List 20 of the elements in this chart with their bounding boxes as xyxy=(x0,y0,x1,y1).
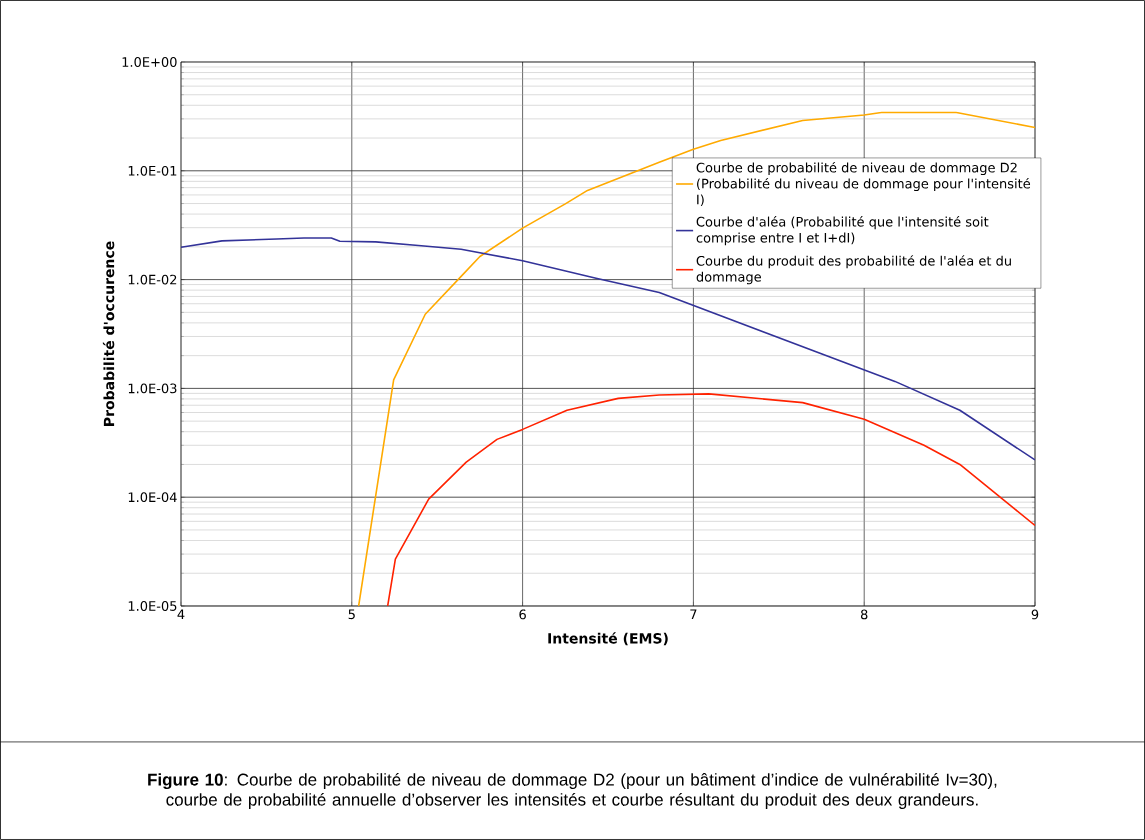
line-series xyxy=(386,393,1035,606)
x-tick-label: 5 xyxy=(348,609,355,620)
x-tick-label: 4 xyxy=(177,609,185,619)
y-tick-label: 1.0E-02 xyxy=(128,274,177,285)
legend-label: Courbe d'aléa (Probabilité que l'intensité soit comprise entre I et I+dI) xyxy=(696,216,989,246)
text: Figure 10: Courbe de probabilité de niveau de dommage D2 (pour un bâtiment d’indice de vulnérabilité Iv=30), courbe de probabilité annuelle d’observer les intensités et courbe résultant du produit des deux grandeurs. xyxy=(148,772,997,810)
line-series xyxy=(357,111,1035,606)
y-tick-label: 1.0E-01 xyxy=(128,165,177,176)
legend-label: Courbe du produit des probabilité de l'aléa et du dommage xyxy=(696,255,1011,285)
x-axis-title: Intensité (EMS) xyxy=(548,632,668,646)
x-tick-label: 7 xyxy=(690,609,697,619)
y-tick-label: 1.0E-05 xyxy=(128,601,177,611)
y-tick-label: 1.0E-03 xyxy=(128,383,177,394)
y-tick-label: 1.0E+00 xyxy=(122,57,177,67)
x-tick-label: 6 xyxy=(519,609,526,620)
y-axis-title: Probabilité d'occurence xyxy=(102,241,115,426)
legend-label: Courbe de probabilité de niveau de dommage D2 (Probabilité du niveau de dommage pour l'intensité I) xyxy=(696,161,1031,207)
x-tick-label: 9 xyxy=(1031,609,1039,620)
y-tick-label: 1.0E-04 xyxy=(128,492,177,503)
x-tick-label: 8 xyxy=(860,609,868,620)
